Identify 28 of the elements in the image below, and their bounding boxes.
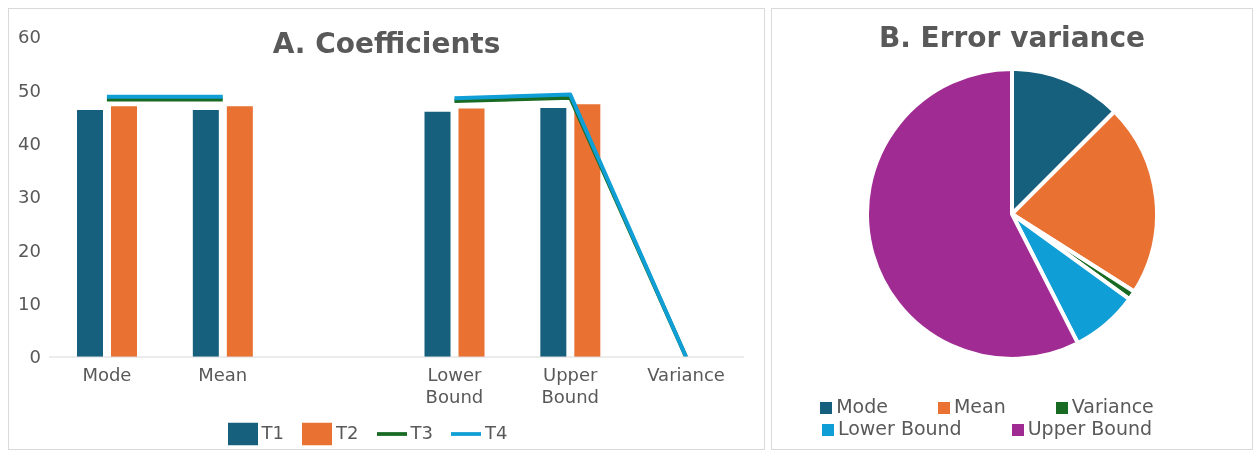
- bar: [424, 111, 451, 357]
- y-tick-label: 50: [18, 79, 41, 101]
- chart-title: B. Error variance: [877, 21, 1147, 54]
- x-tick-label: Mean: [198, 364, 248, 385]
- y-tick-label: 30: [18, 186, 41, 208]
- bar: [77, 110, 103, 357]
- bar: [111, 106, 137, 357]
- y-tick-label: 20: [18, 239, 41, 261]
- y-tick-label: 60: [18, 26, 41, 48]
- bar: [540, 107, 567, 357]
- legend-label: Upper Bound: [1027, 417, 1153, 439]
- legend-label: Lower Bound: [837, 417, 962, 439]
- chart-title: A. Coefficients: [272, 27, 501, 60]
- bar: [226, 106, 253, 357]
- x-tick-label: Mode: [82, 364, 132, 385]
- legend-label: T4: [484, 422, 508, 443]
- y-tick-label: 10: [18, 293, 41, 315]
- x-tick-label: Lower Bound: [425, 364, 484, 407]
- x-tick-label: Upper Bound: [541, 364, 600, 407]
- x-tick-label: Variance: [647, 364, 725, 385]
- legend-label: T2: [336, 422, 359, 443]
- y-tick-label: 0: [29, 346, 41, 368]
- y-tick-label: 40: [18, 133, 41, 155]
- bar: [458, 108, 485, 357]
- bar: [192, 110, 219, 357]
- legend-label: T1: [261, 422, 285, 443]
- bar: [574, 104, 601, 357]
- legend-label: T3: [410, 422, 433, 443]
